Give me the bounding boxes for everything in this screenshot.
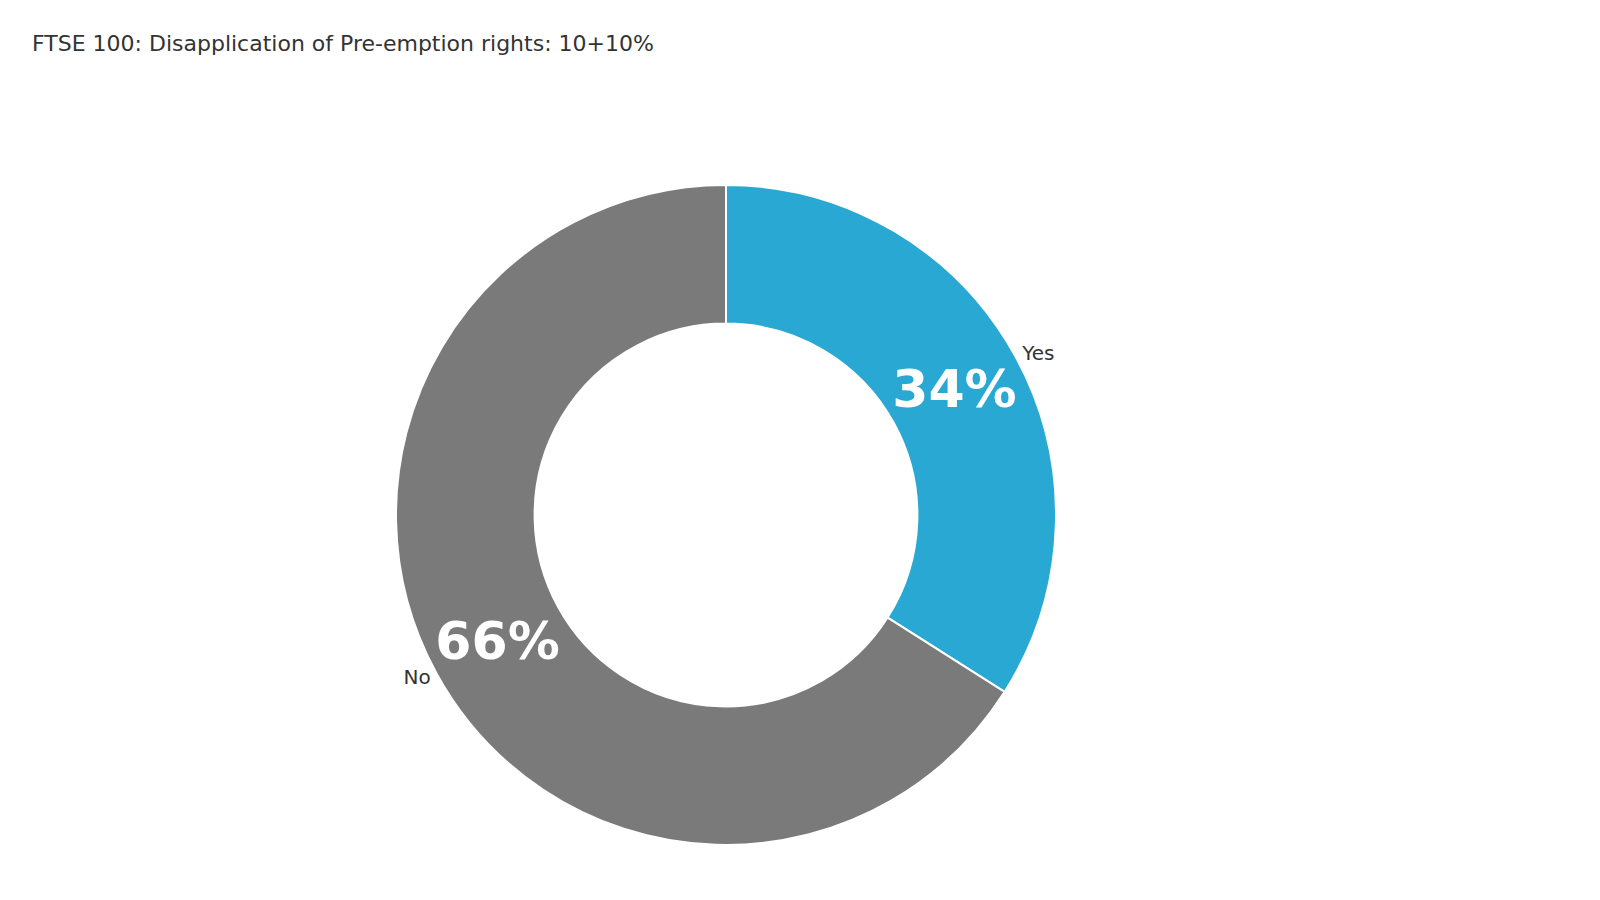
- svg-text:66%: 66%: [435, 611, 559, 671]
- svg-text:34%: 34%: [892, 359, 1016, 419]
- svg-text:Yes: Yes: [1021, 341, 1054, 365]
- svg-text:FTSE 100: Disapplication of Pr: FTSE 100: Disapplication of Pre-emption …: [32, 31, 654, 56]
- svg-text:No: No: [404, 665, 431, 689]
